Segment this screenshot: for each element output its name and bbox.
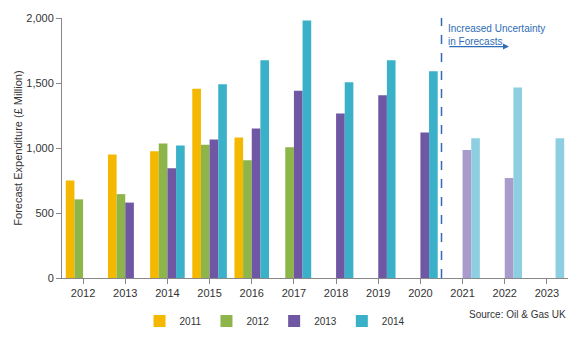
svg-text:2013: 2013 — [113, 287, 137, 299]
svg-text:2019: 2019 — [366, 287, 390, 299]
svg-text:2011: 2011 — [180, 316, 202, 327]
svg-text:2015: 2015 — [197, 287, 221, 299]
svg-text:1,500: 1,500 — [26, 77, 54, 89]
svg-text:2020: 2020 — [408, 287, 432, 299]
svg-text:2,000: 2,000 — [26, 12, 54, 24]
svg-text:Forecast Expenditure (£ Millio: Forecast Expenditure (£ Million) — [12, 70, 24, 225]
svg-text:2012: 2012 — [246, 316, 269, 327]
svg-text:2014: 2014 — [155, 287, 179, 299]
svg-text:2017: 2017 — [282, 287, 306, 299]
svg-text:1,000: 1,000 — [26, 142, 54, 154]
svg-text:2014: 2014 — [382, 316, 405, 327]
svg-text:2012: 2012 — [71, 287, 95, 299]
svg-text:0: 0 — [48, 272, 54, 284]
svg-text:2013: 2013 — [314, 316, 337, 327]
svg-text:2016: 2016 — [240, 287, 264, 299]
svg-text:2022: 2022 — [493, 287, 517, 299]
svg-text:Source: Oil & Gas UK: Source: Oil & Gas UK — [469, 309, 566, 320]
svg-text:2018: 2018 — [324, 287, 348, 299]
svg-text:500: 500 — [35, 207, 53, 219]
svg-text:Increased Uncertaintyin Foreca: Increased Uncertaintyin Forecasts — [448, 23, 545, 47]
svg-text:2021: 2021 — [450, 287, 474, 299]
svg-text:2023: 2023 — [535, 287, 559, 299]
